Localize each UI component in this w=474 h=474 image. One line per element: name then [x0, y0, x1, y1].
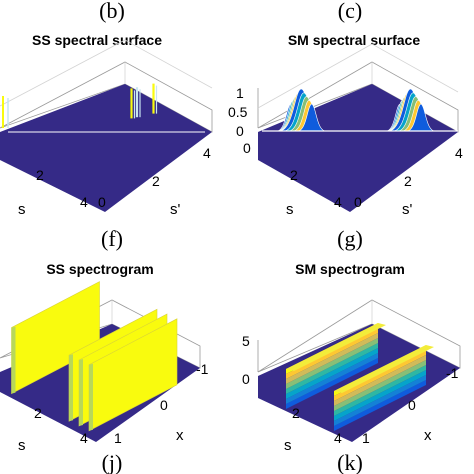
x-axis-label: s — [286, 201, 294, 218]
x-axis-label: s — [18, 437, 26, 454]
back-wall — [257, 299, 461, 373]
ridge-band — [334, 380, 426, 431]
x-tick: 4 — [80, 430, 88, 446]
ridge-band — [334, 370, 426, 421]
panel-label-f: (f) — [101, 226, 123, 251]
chart-title: SM spectral surface — [288, 32, 420, 48]
ridge-band — [286, 343, 378, 394]
ridge-side — [79, 359, 83, 426]
x-tick: 4 — [334, 194, 342, 210]
y-tick: 0 — [354, 194, 362, 210]
panel-label-k: (k) — [337, 450, 363, 474]
y-tick: 0 — [408, 397, 416, 413]
ridge-side — [69, 354, 73, 422]
ridge-band — [286, 338, 378, 389]
chart-title: SM spectrogram — [295, 261, 405, 277]
x-tick: 2 — [36, 167, 44, 183]
y-tick: -1 — [446, 365, 459, 381]
grid-line — [257, 43, 459, 109]
z-tick: 0 — [242, 371, 250, 387]
surface-floor — [0, 84, 212, 212]
y-tick: 0 — [98, 194, 106, 210]
y-tick: 2 — [404, 173, 412, 189]
ridge-side — [89, 363, 93, 431]
y-tick: 2 — [152, 173, 160, 189]
ridge-group — [11, 281, 178, 432]
x-tick: 4 — [334, 430, 342, 446]
sm-spectrogram-plot: SM spectrogram 5 0 2 4 s 1 0 -1 x — [242, 261, 461, 454]
x-tick: 2 — [292, 405, 300, 421]
ridge-group — [286, 323, 434, 431]
y-tick: 0 — [160, 397, 168, 413]
grid-line — [0, 39, 213, 107]
chart-title: SS spectrogram — [46, 261, 153, 277]
ridge-band — [334, 360, 426, 411]
sm-spectral-surface-plot: SM spectral surface 1 0.5 0 0 2 4 s 0 2 … — [228, 32, 463, 218]
ridge-band — [286, 328, 378, 379]
back-wall — [257, 61, 459, 133]
ridge-top — [286, 323, 386, 371]
y-axis-label: s' — [170, 201, 181, 218]
panel-label-j: (j) — [102, 450, 123, 474]
z-tick: 0 — [236, 123, 244, 139]
y-tick: 4 — [455, 145, 463, 161]
y-axis-label: s' — [402, 201, 413, 218]
ridge-band — [286, 358, 378, 409]
x-tick: 0 — [243, 140, 251, 156]
spike-group — [8, 83, 205, 133]
surface-floor — [258, 84, 458, 212]
z-tick: 5 — [242, 333, 250, 349]
ridge-side — [11, 326, 16, 394]
ridge-band — [286, 353, 378, 404]
x-tick: 2 — [34, 405, 42, 421]
y-tick: 1 — [114, 430, 122, 446]
ridge-band — [286, 348, 378, 399]
ridge-band — [334, 355, 426, 406]
x-axis-label: s — [18, 201, 26, 218]
peak-slice — [297, 103, 326, 132]
y-axis-label: x — [176, 427, 184, 444]
y-tick: 4 — [203, 145, 211, 161]
panel-label-b: (b) — [99, 0, 125, 23]
ss-spectral-surface-plot: SS spectral surface 2 4 s 0 2 4 s' — [0, 32, 213, 218]
ridge-band — [334, 375, 426, 426]
y-axis-label: x — [424, 427, 432, 444]
peak-slice — [406, 103, 435, 132]
ss-spectrogram-plot: SS spectrogram 2 4 s 1 0 -1 x — [0, 261, 209, 454]
x-axis-label: s — [284, 437, 292, 454]
chart-title: SS spectral surface — [32, 32, 162, 48]
y-tick: -1 — [196, 361, 209, 377]
ridge-band — [334, 365, 426, 416]
ridge-top — [334, 345, 434, 393]
x-tick: 4 — [80, 194, 88, 210]
z-tick: 1 — [236, 85, 244, 101]
back-wall — [0, 61, 213, 133]
panel-label-g: (g) — [337, 226, 363, 251]
peak-group — [262, 88, 458, 132]
ridge-band — [286, 333, 378, 384]
x-tick: 2 — [290, 167, 298, 183]
z-tick: 0.5 — [228, 104, 248, 120]
panel-label-c: (c) — [338, 0, 362, 23]
ridge-band — [334, 350, 426, 401]
y-tick: 1 — [362, 430, 370, 446]
